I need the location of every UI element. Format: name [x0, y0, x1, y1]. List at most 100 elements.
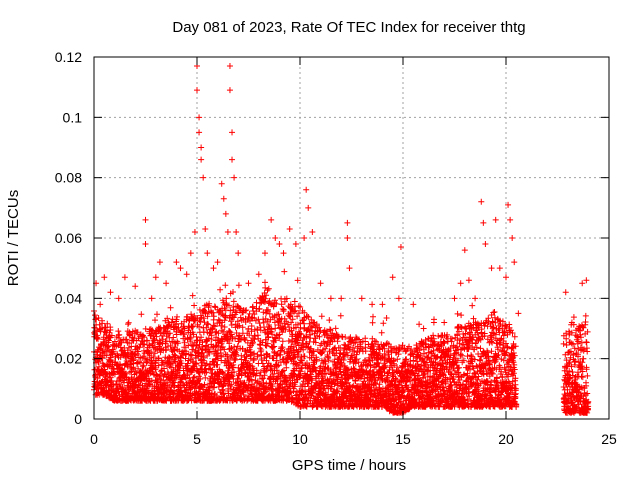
- data-point: [196, 114, 203, 121]
- chart-title: Day 081 of 2023, Rate Of TEC Index for r…: [172, 19, 525, 36]
- data-point: [441, 319, 448, 326]
- data-point: [115, 295, 122, 302]
- data-point: [579, 280, 586, 287]
- data-point: [480, 219, 487, 226]
- data-point: [303, 186, 310, 193]
- data-point: [210, 265, 217, 272]
- data-point: [202, 225, 209, 232]
- data-point: [410, 301, 417, 308]
- data-point: [101, 274, 108, 281]
- axis-ticks: [93, 56, 610, 420]
- data-point: [229, 129, 236, 136]
- data-point: [309, 228, 316, 235]
- data-point: [142, 216, 149, 223]
- data-point: [346, 265, 353, 272]
- data-point: [338, 295, 345, 302]
- data-point: [344, 219, 351, 226]
- data-point: [344, 235, 351, 241]
- data-point: [194, 87, 200, 94]
- data-point: [389, 274, 396, 281]
- data-point: [198, 156, 205, 163]
- data-point: [457, 280, 464, 287]
- data-point: [196, 129, 203, 136]
- data-point: [478, 198, 485, 205]
- data-point: [461, 247, 468, 254]
- data-point: [301, 235, 308, 241]
- data-point: [451, 295, 458, 302]
- data-point: [272, 235, 279, 241]
- data-point: [379, 301, 386, 308]
- y-tick-label: 0: [74, 411, 82, 427]
- y-tick-label: 0.1: [63, 109, 83, 125]
- data-point: [482, 241, 489, 248]
- data-point: [156, 259, 163, 266]
- y-tick-label: 0.02: [55, 351, 82, 367]
- data-point: [568, 319, 575, 326]
- data-point: [430, 319, 437, 326]
- data-point: [152, 274, 159, 281]
- x-tick-label: 0: [90, 431, 98, 447]
- data-point: [183, 271, 190, 278]
- data-point: [280, 250, 287, 257]
- y-axis-label: ROTI / TECUs: [5, 190, 22, 286]
- data-point: [507, 216, 514, 223]
- data-point: [327, 295, 334, 302]
- data-point: [286, 225, 293, 232]
- data-point: [224, 228, 231, 235]
- data-point: [317, 280, 324, 287]
- data-point: [107, 289, 114, 296]
- data-point: [503, 274, 509, 281]
- data-points: [91, 63, 592, 416]
- data-point: [204, 250, 211, 257]
- y-tick-label: 0.08: [55, 170, 82, 186]
- data-point: [191, 228, 198, 235]
- data-point: [505, 201, 512, 208]
- data-point: [173, 259, 180, 266]
- x-tick-label: 10: [292, 431, 308, 447]
- data-point: [496, 265, 503, 272]
- data-point: [214, 259, 221, 266]
- data-point: [276, 241, 283, 248]
- x-tick-label: 5: [193, 431, 201, 447]
- data-point: [121, 274, 128, 281]
- data-point: [420, 325, 427, 332]
- data-point: [509, 235, 516, 241]
- data-point: [292, 241, 299, 248]
- data-point: [235, 250, 242, 257]
- x-axis-label: GPS time / hours: [292, 457, 406, 474]
- data-point: [369, 301, 376, 308]
- data-point: [200, 174, 207, 181]
- data-point: [562, 289, 569, 296]
- data-point: [305, 204, 312, 211]
- data-point: [231, 174, 238, 181]
- data-point: [226, 63, 233, 70]
- x-tick-label: 20: [498, 431, 514, 447]
- y-tick-labels: 0 0.02 0.04 0.06 0.08 0.1 0.12: [55, 49, 82, 427]
- data-point: [229, 156, 236, 163]
- data-point: [97, 301, 104, 308]
- data-point: [511, 259, 518, 266]
- y-tick-label: 0.04: [55, 290, 82, 306]
- data-point: [261, 250, 268, 257]
- x-tick-label: 25: [601, 431, 617, 447]
- data-point: [132, 283, 139, 290]
- data-point: [583, 277, 590, 284]
- data-point: [163, 280, 170, 287]
- data-point: [198, 144, 205, 151]
- data-point: [358, 295, 365, 302]
- data-point: [395, 295, 402, 302]
- y-tick-label: 0.06: [55, 230, 82, 246]
- data-point: [218, 180, 225, 187]
- data-point: [492, 216, 499, 223]
- data-point: [177, 265, 184, 272]
- x-tick-labels: 0 5 10 15 20 25: [90, 431, 617, 447]
- data-point: [575, 325, 582, 332]
- data-point: [222, 210, 229, 217]
- data-point: [226, 87, 233, 94]
- data-point: [488, 265, 495, 272]
- data-point: [472, 295, 479, 302]
- data-point: [142, 241, 149, 248]
- dense-data-points: [91, 268, 592, 416]
- data-point: [245, 280, 252, 287]
